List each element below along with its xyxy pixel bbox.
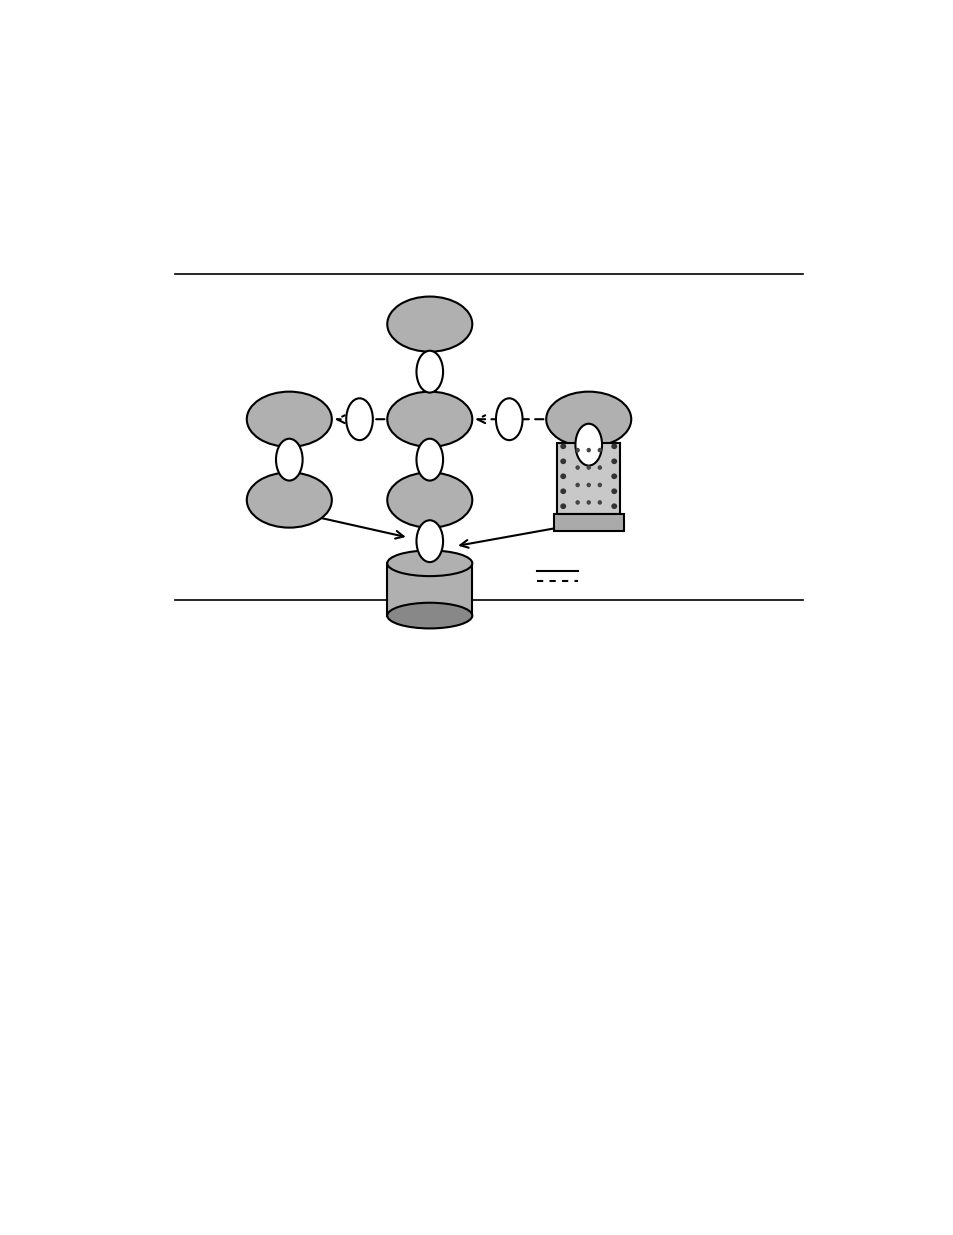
Ellipse shape [387, 296, 472, 352]
Ellipse shape [586, 483, 590, 488]
Bar [557, 442, 619, 514]
Ellipse shape [559, 458, 565, 464]
Ellipse shape [546, 391, 631, 447]
Ellipse shape [611, 458, 617, 464]
Ellipse shape [416, 520, 442, 562]
Ellipse shape [575, 483, 579, 488]
Ellipse shape [247, 391, 332, 447]
Ellipse shape [586, 500, 590, 505]
Ellipse shape [496, 399, 522, 440]
Ellipse shape [387, 551, 472, 576]
Ellipse shape [575, 424, 601, 466]
Ellipse shape [586, 448, 590, 452]
Ellipse shape [559, 488, 565, 494]
Ellipse shape [559, 504, 565, 509]
Ellipse shape [416, 351, 442, 393]
Ellipse shape [611, 473, 617, 479]
Ellipse shape [247, 473, 332, 527]
Ellipse shape [597, 500, 601, 505]
Ellipse shape [387, 473, 472, 527]
Ellipse shape [559, 473, 565, 479]
Ellipse shape [559, 443, 565, 450]
Ellipse shape [387, 391, 472, 447]
Ellipse shape [416, 438, 442, 480]
Ellipse shape [597, 448, 601, 452]
Ellipse shape [387, 603, 472, 629]
Bar [387, 563, 472, 615]
Ellipse shape [611, 504, 617, 509]
Ellipse shape [611, 443, 617, 450]
Ellipse shape [346, 399, 373, 440]
Ellipse shape [275, 438, 302, 480]
Ellipse shape [575, 466, 579, 469]
Ellipse shape [575, 500, 579, 505]
Ellipse shape [611, 488, 617, 494]
Ellipse shape [597, 466, 601, 469]
Ellipse shape [586, 466, 590, 469]
Bar [553, 514, 623, 531]
Ellipse shape [597, 483, 601, 488]
Ellipse shape [575, 448, 579, 452]
